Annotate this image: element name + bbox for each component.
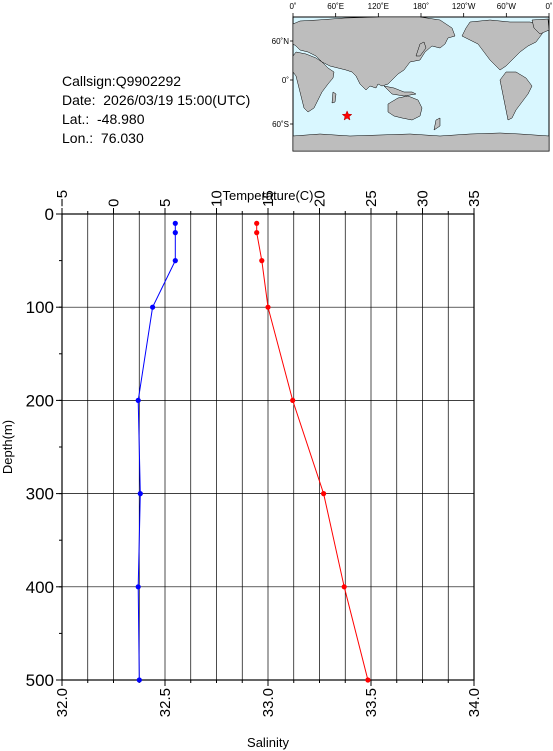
- salinity-data-point: [172, 258, 178, 264]
- map-latitude-labels: 60˚N 0˚ 60˚S: [272, 37, 293, 129]
- map-latitude-label: 0˚: [282, 76, 289, 85]
- salinity-data-point: [137, 491, 143, 497]
- latitude-text: Lat.: -48.980: [62, 111, 145, 127]
- temperature-axis-title: Temperature(C): [222, 188, 313, 203]
- temperature-data-point: [254, 230, 260, 236]
- longitude-text: Lon.: 76.030: [62, 130, 144, 146]
- temperature-tick-labels: −5 0 5 10 15 20 25 30 35: [54, 190, 483, 207]
- salinity-tick-label: 32.0: [54, 688, 71, 717]
- salinity-data-point: [135, 397, 141, 403]
- depth-tick-label: 300: [26, 485, 54, 504]
- temperature-tick-label: 20: [312, 190, 329, 207]
- temperature-data-point: [290, 397, 296, 403]
- data-series: [135, 220, 371, 683]
- depth-tick-label: 200: [26, 391, 54, 410]
- map-longitude-labels: 0˚ 60˚E 120˚E 180˚ 120˚W 60˚W 0˚: [289, 2, 553, 17]
- callsign-text: Callsign:Q9902292: [62, 73, 182, 89]
- temperature-data-point: [254, 220, 260, 226]
- temperature-tick-label: 5: [157, 199, 174, 207]
- salinity-data-point: [150, 304, 156, 310]
- map-longitude-label: 0˚: [545, 2, 552, 11]
- salinity-tick-label: 33.5: [363, 688, 380, 717]
- depth-tick-label: 400: [26, 578, 54, 597]
- depth-tick-label: 0: [45, 205, 54, 224]
- salinity-data-point: [135, 584, 141, 590]
- depth-axis-title: Depth(m): [0, 420, 15, 474]
- map-longitude-label: 180˚: [413, 2, 429, 11]
- temperature-tick-label: 35: [466, 190, 483, 207]
- salinity-axis-title: Salinity: [247, 735, 289, 750]
- temperature-data-point: [321, 491, 327, 497]
- temperature-data-point: [259, 258, 265, 264]
- salinity-tick-label: 32.5: [157, 688, 174, 717]
- map-landmasses: [292, 16, 550, 152]
- date-text: Date: 2026/03/19 15:00(UTC): [62, 92, 251, 108]
- map-latitude-label: 60˚N: [272, 37, 290, 46]
- map-longitude-label: 120˚E: [368, 2, 389, 11]
- temperature-data-point: [341, 584, 347, 590]
- map-longitude-label: 60˚E: [327, 2, 344, 11]
- depth-tick-label: 100: [26, 298, 54, 317]
- salinity-data-point: [136, 677, 142, 683]
- plot-grid: [61, 213, 475, 681]
- depth-tick-labels: 0 100 200 300 400 500: [26, 205, 54, 690]
- depth-tick-label: 500: [26, 671, 54, 690]
- temperature-tick-label: 10: [209, 190, 226, 207]
- float-info-panel: Callsign:Q9902292 Date: 2026/03/19 15:00…: [62, 72, 250, 148]
- temperature-tick-label: 30: [415, 190, 432, 207]
- map-longitude-label: 60˚W: [497, 2, 517, 11]
- temperature-tick-label: 15: [260, 190, 277, 207]
- temperature-tick-label: −5: [54, 190, 71, 207]
- location-map: 0˚ 60˚E 120˚E 180˚ 120˚W 60˚W 0˚ 60˚N 0˚ 60˚S: [272, 2, 553, 152]
- salinity-data-point: [172, 230, 178, 236]
- salinity-data-point: [172, 220, 178, 226]
- map-longitude-label: 0˚: [289, 2, 296, 11]
- temperature-profile-line: [256, 223, 369, 681]
- map-longitude-label: 120˚W: [452, 2, 476, 11]
- salinity-tick-label: 33.0: [260, 688, 277, 717]
- salinity-profile-line: [137, 223, 176, 681]
- salinity-tick-label: 34.0: [466, 688, 483, 717]
- float-position-star: [341, 110, 353, 121]
- temperature-data-point: [265, 304, 271, 310]
- map-latitude-label: 60˚S: [272, 120, 289, 129]
- temperature-tick-label: 0: [106, 199, 123, 207]
- salinity-tick-labels: 32.0 32.5 33.0 33.5 34.0: [54, 688, 483, 717]
- temperature-tick-label: 25: [363, 190, 380, 207]
- temperature-data-point: [365, 677, 371, 683]
- profile-plot: −5 0 5 10 15 20 25 30 35 32.0 32.5 33.0 33.5 34.0 01…: [0, 188, 483, 750]
- axis-ticks: [56, 208, 475, 686]
